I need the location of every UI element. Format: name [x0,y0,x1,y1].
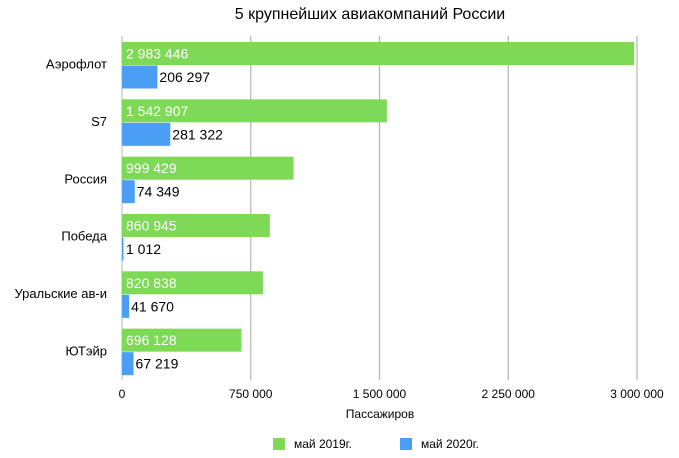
data-label-2019: 696 128 [126,332,177,348]
data-label-2020: 1 012 [126,241,161,257]
bar-2019 [122,156,294,180]
data-label-2020: 206 297 [159,69,210,85]
bar-2020 [122,65,158,89]
category-label: Победа [61,229,107,244]
bar-2020 [122,352,134,376]
x-tick-label: 750 000 [229,387,273,401]
category-label: Россия [64,171,107,186]
data-label-2019: 820 838 [126,275,177,291]
data-label-2019: 860 945 [126,218,177,234]
chart-title: 5 крупнейших авиакомпаний России [235,6,505,23]
data-label-2019: 1 542 907 [126,103,188,119]
bar-2020 [122,180,135,204]
bar-2019 [122,99,387,123]
legend: май 2019г. май 2020г. [273,437,479,451]
data-label-2020: 67 219 [136,356,179,372]
category-label: Аэрофлот [46,57,107,72]
bar-2019 [122,328,242,352]
category-label: Уральские ав-и [14,286,107,301]
data-label-2020: 41 670 [131,298,174,314]
x-tick-label: 0 [119,387,126,401]
category-labels: Аэрофлот S7 Россия Победа Уральские ав-и ЮТэй… [14,57,107,359]
category-label: ЮТэйр [66,343,107,358]
bar-2020 [122,294,130,318]
legend-swatch-2019 [273,438,285,450]
data-label-2019: 2 983 446 [126,46,188,62]
x-tick-label: 1 500 000 [353,387,407,401]
x-axis-title: Пассажиров [346,407,414,421]
x-tick-label: 2 250 000 [482,387,536,401]
data-label-2019: 999 429 [126,160,177,176]
data-label-2020: 74 349 [137,184,180,200]
legend-label-2019: май 2019г. [294,437,352,451]
bar-2019 [122,214,270,237]
x-tick-label: 3 000 000 [610,387,664,401]
category-label: S7 [91,114,107,129]
bar-2020 [122,237,124,261]
data-label-2020: 281 322 [172,126,223,142]
x-tick-labels: 0 750 000 1 500 000 2 250 000 3 000 000 [119,387,664,401]
bars: 2 983 446 206 297 1 542 907 281 322 999 429 7… [122,42,635,376]
grid-lines [121,36,638,380]
legend-label-2020: май 2020г. [421,437,479,451]
legend-swatch-2020 [400,438,412,450]
bar-2020 [122,122,171,146]
bar-2019 [122,271,263,295]
bar-2019 [122,42,635,65]
